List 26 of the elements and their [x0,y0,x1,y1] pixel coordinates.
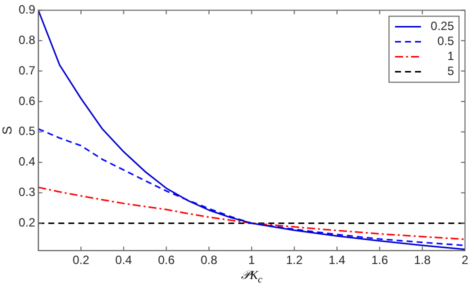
x-tick-label: 1.4 [328,253,346,268]
y-axis-title: S [0,126,14,135]
y-tick-label: 0.6 [18,94,36,108]
y-tick-label: 0.2 [18,216,36,230]
y-tick-label: 0.9 [18,2,36,17]
x-tick-label: 0.2 [72,253,90,268]
legend-label: 1 [447,49,454,64]
x-tick-label: 1 [248,253,256,268]
line-series [38,186,465,240]
y-tick-label: 0.3 [18,185,36,200]
x-tick-label: 1.6 [371,253,388,268]
y-tick-label: 0.7 [18,63,36,78]
x-tick-label: 0.4 [115,253,132,268]
x-tick-label: 1.2 [286,253,303,268]
legend-label: 0.25 [430,19,454,34]
line-series [38,128,465,246]
y-tick-label: 0.8 [18,32,36,47]
y-tick-label: 0.5 [18,124,36,138]
legend-label: 0.5 [437,34,454,48]
x-tick-label: 2 [462,253,469,268]
x-tick-label: 1.8 [414,253,431,268]
x-tick-label: 0.8 [200,253,218,268]
y-tick-label: 0.4 [18,154,36,169]
legend-label: 5 [447,64,454,78]
x-tick-label: 0.6 [158,253,175,268]
x-axis-title: 𝒫K$_{c}$ [240,268,262,286]
